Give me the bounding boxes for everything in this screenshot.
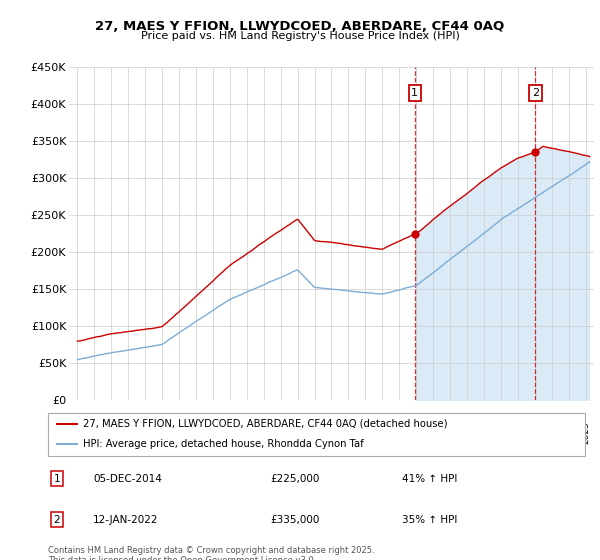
Text: 1995: 1995 bbox=[73, 421, 82, 444]
Text: 2003: 2003 bbox=[208, 421, 217, 444]
Text: 2021: 2021 bbox=[513, 421, 522, 444]
Text: 2: 2 bbox=[532, 88, 539, 98]
Text: 2016: 2016 bbox=[428, 421, 437, 444]
Text: 2014: 2014 bbox=[395, 421, 404, 444]
Text: 35% ↑ HPI: 35% ↑ HPI bbox=[402, 515, 457, 525]
Text: 1: 1 bbox=[53, 474, 61, 484]
Text: 2004: 2004 bbox=[226, 421, 235, 444]
Text: 27, MAES Y FFION, LLWYDCOED, ABERDARE, CF44 0AQ (detached house): 27, MAES Y FFION, LLWYDCOED, ABERDARE, C… bbox=[83, 419, 448, 428]
Text: 2019: 2019 bbox=[479, 421, 488, 444]
Text: 2025: 2025 bbox=[581, 421, 590, 444]
Text: 2006: 2006 bbox=[259, 421, 268, 444]
Text: 2002: 2002 bbox=[191, 421, 200, 444]
Text: 2011: 2011 bbox=[344, 421, 353, 444]
Text: 2: 2 bbox=[53, 515, 61, 525]
Text: 1999: 1999 bbox=[141, 421, 150, 444]
Text: 2022: 2022 bbox=[530, 421, 539, 444]
Text: Contains HM Land Registry data © Crown copyright and database right 2025.
This d: Contains HM Land Registry data © Crown c… bbox=[48, 546, 374, 560]
Text: 2023: 2023 bbox=[547, 421, 556, 444]
Text: £225,000: £225,000 bbox=[270, 474, 319, 484]
Text: 2009: 2009 bbox=[310, 421, 319, 444]
FancyBboxPatch shape bbox=[48, 413, 585, 456]
Text: 2000: 2000 bbox=[158, 421, 167, 444]
Text: 2007: 2007 bbox=[276, 421, 285, 444]
Text: 2015: 2015 bbox=[412, 421, 421, 444]
Text: 27, MAES Y FFION, LLWYDCOED, ABERDARE, CF44 0AQ: 27, MAES Y FFION, LLWYDCOED, ABERDARE, C… bbox=[95, 20, 505, 32]
Text: Price paid vs. HM Land Registry's House Price Index (HPI): Price paid vs. HM Land Registry's House … bbox=[140, 31, 460, 41]
Text: 2005: 2005 bbox=[242, 421, 251, 444]
Text: 2001: 2001 bbox=[175, 421, 184, 444]
Text: 1996: 1996 bbox=[90, 421, 99, 444]
Text: 2008: 2008 bbox=[293, 421, 302, 444]
Text: 12-JAN-2022: 12-JAN-2022 bbox=[93, 515, 158, 525]
Text: 1998: 1998 bbox=[124, 421, 133, 444]
Text: 05-DEC-2014: 05-DEC-2014 bbox=[93, 474, 162, 484]
Text: 1: 1 bbox=[412, 88, 418, 98]
Text: 2018: 2018 bbox=[463, 421, 472, 444]
Text: HPI: Average price, detached house, Rhondda Cynon Taf: HPI: Average price, detached house, Rhon… bbox=[83, 439, 364, 449]
Text: 2013: 2013 bbox=[378, 421, 387, 444]
Text: 41% ↑ HPI: 41% ↑ HPI bbox=[402, 474, 457, 484]
Text: 1997: 1997 bbox=[107, 421, 116, 444]
Text: 2020: 2020 bbox=[496, 421, 505, 444]
Text: 2017: 2017 bbox=[446, 421, 455, 444]
Text: 2010: 2010 bbox=[327, 421, 336, 444]
Text: 2012: 2012 bbox=[361, 421, 370, 444]
Text: 2024: 2024 bbox=[564, 421, 573, 444]
Text: £335,000: £335,000 bbox=[270, 515, 319, 525]
